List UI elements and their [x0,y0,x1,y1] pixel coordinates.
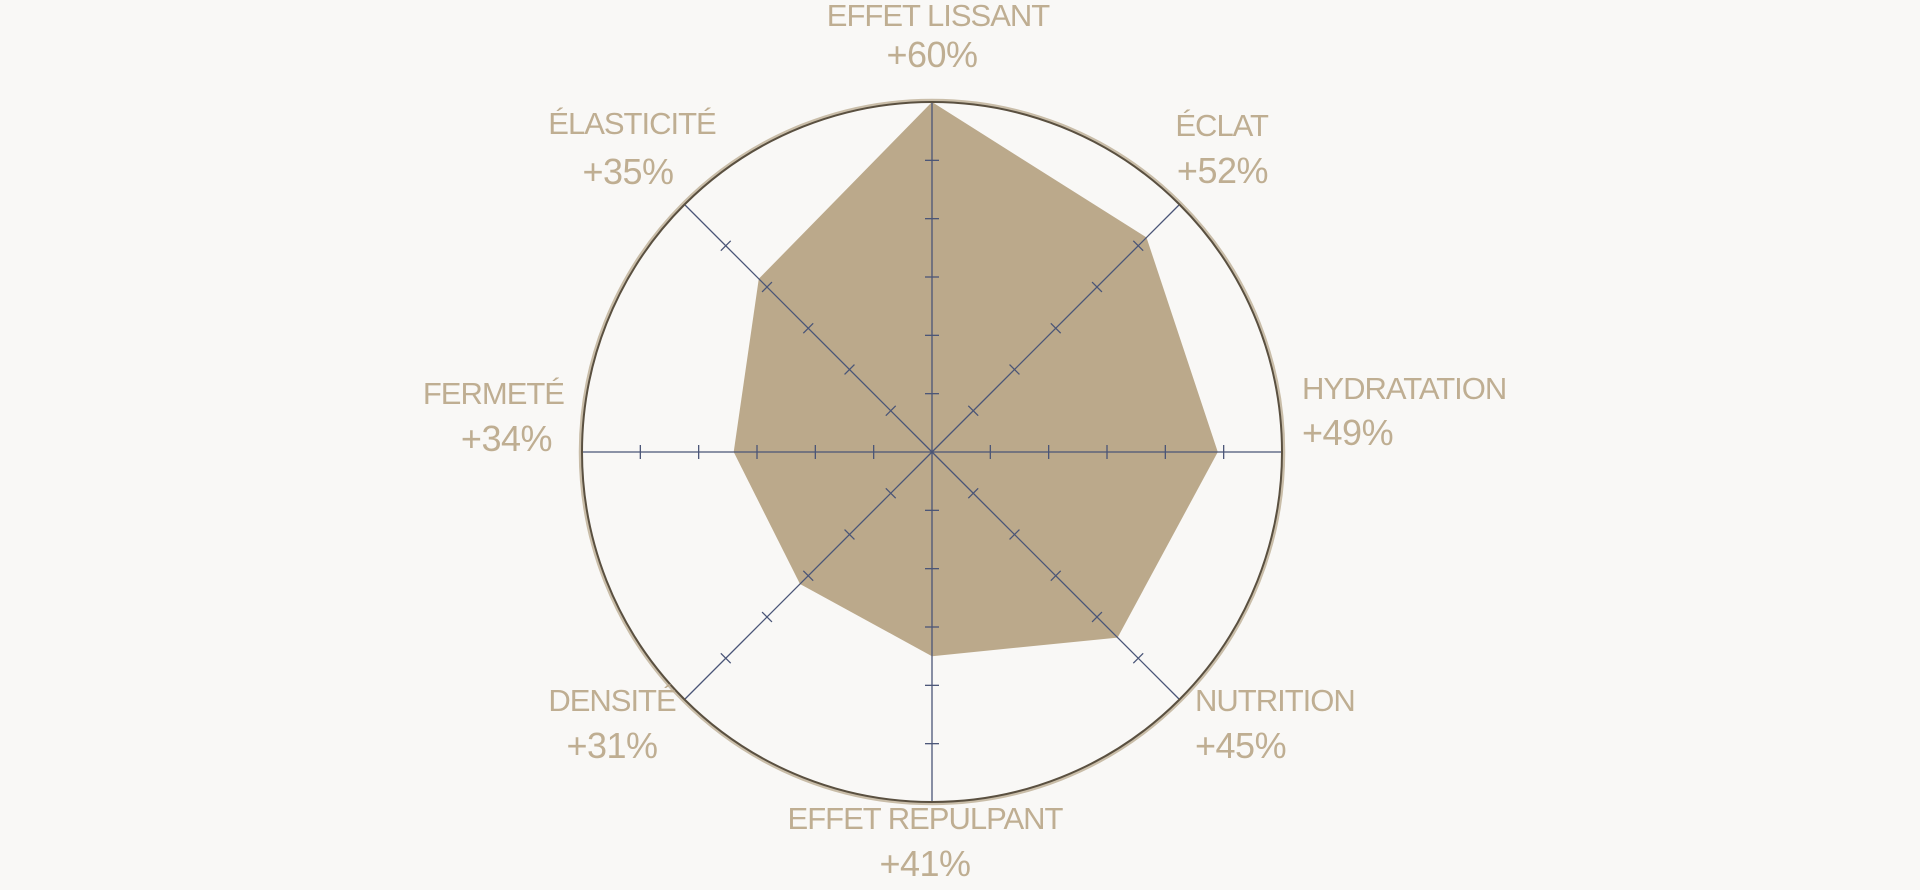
axis-tick [885,487,897,499]
axis-tick [1132,652,1144,664]
radar-outer-circle-layer [578,98,1286,806]
radar-area-layer [733,102,1218,657]
radar-axes-layer [581,101,1283,803]
axis-value-label: +49% [1302,412,1393,453]
axis-tick [1091,281,1103,293]
radar-area [733,102,1218,657]
axis-label: HYDRATATION [1302,371,1506,406]
axis-label: EFFET REPULPANT [788,801,1064,836]
axis-value-label: +35% [582,151,673,192]
axis-tick [1009,529,1020,540]
axis-value-label: +34% [461,418,552,459]
axis-label: NUTRITION [1195,683,1355,718]
axis-label: ÉLASTICITÉ [548,106,716,141]
axis-label: EFFET LISSANT [827,0,1050,33]
axis-tick [720,240,732,252]
axis-tick [967,405,979,417]
axis-tick [1009,364,1020,375]
axis-value-label: +52% [1177,150,1268,191]
axis-tick [761,611,773,623]
axis-value-label: +41% [879,843,970,884]
axis-tick [844,364,855,375]
axis-label: FERMETÉ [423,376,564,411]
axis-tick [720,652,732,664]
axis-tick [1050,322,1062,334]
axis-tick [1091,611,1103,623]
outer-circle [581,101,1283,803]
axis-tick [1132,240,1144,252]
axis-tick [967,487,979,499]
axis-tick [844,529,855,540]
axis-tick [885,405,897,417]
axis-value-label: +45% [1195,725,1286,766]
axis-label: ÉCLAT [1175,108,1269,143]
axis-tick [761,281,773,293]
outer-circle-halo [578,98,1286,806]
axis-value-label: +60% [886,34,977,75]
axis-tick [802,570,814,582]
axis-value-label: +31% [566,725,657,766]
axis-label: DENSITÉ [548,683,676,718]
axis-tick [802,322,814,334]
axis-tick [1050,570,1062,582]
radar-labels-layer: EFFET LISSANT+60% ÉCLAT +52% HYDRATATION +49… [423,0,1507,884]
